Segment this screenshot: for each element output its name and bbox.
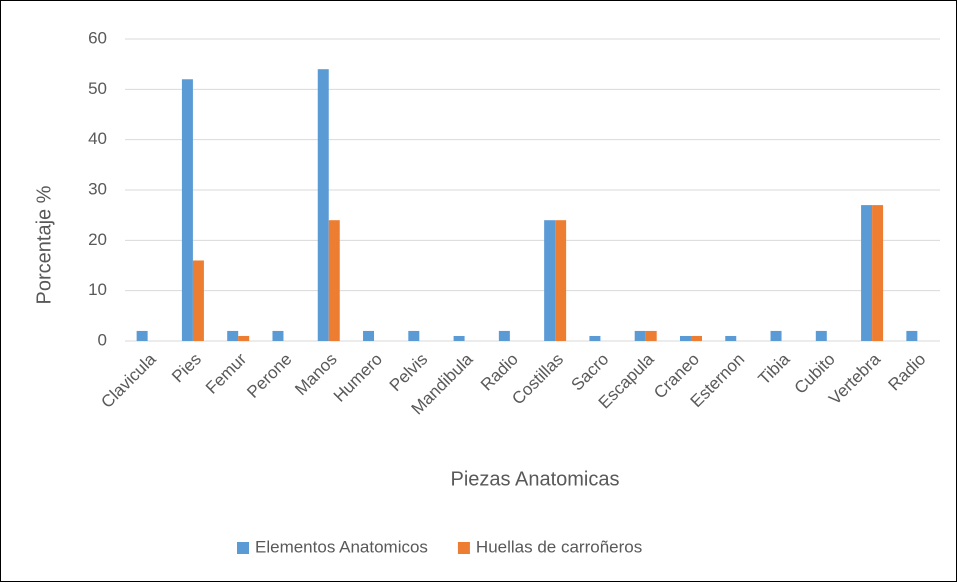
bar [861, 205, 873, 341]
bar [317, 69, 329, 341]
y-tick-label: 50 [88, 79, 107, 98]
x-axis-title: Piezas Anatomicas [451, 468, 620, 490]
bar [690, 335, 702, 341]
bar [679, 335, 691, 341]
legend-swatch [457, 542, 470, 554]
bar [589, 335, 601, 341]
bar [453, 335, 465, 341]
y-tick-label: 10 [88, 280, 107, 299]
legend-label: Huellas de carroñeros [476, 537, 642, 556]
bar [906, 330, 918, 341]
bar [363, 330, 375, 341]
bar [555, 220, 567, 341]
bar [544, 220, 556, 341]
y-tick-label: 60 [88, 28, 107, 47]
bar [815, 330, 827, 341]
y-tick-label: 30 [88, 179, 107, 198]
y-tick-label: 20 [88, 230, 107, 249]
bar [192, 260, 204, 341]
bar [136, 330, 148, 341]
legend-label: Elementos Anatomicos [255, 537, 428, 556]
bar [227, 330, 239, 341]
bar [634, 330, 646, 341]
bar [238, 335, 250, 341]
bar [770, 330, 782, 341]
bar [328, 220, 340, 341]
bar [181, 79, 193, 342]
bar [272, 330, 284, 341]
y-tick-label: 0 [98, 330, 107, 349]
bar [645, 330, 657, 341]
bar [408, 330, 420, 341]
y-tick-label: 40 [88, 129, 107, 148]
legend-swatch [237, 542, 249, 554]
bar [872, 205, 884, 341]
bar [498, 330, 510, 341]
y-axis-title: Porcentaje % [33, 185, 55, 304]
bar [725, 335, 737, 341]
